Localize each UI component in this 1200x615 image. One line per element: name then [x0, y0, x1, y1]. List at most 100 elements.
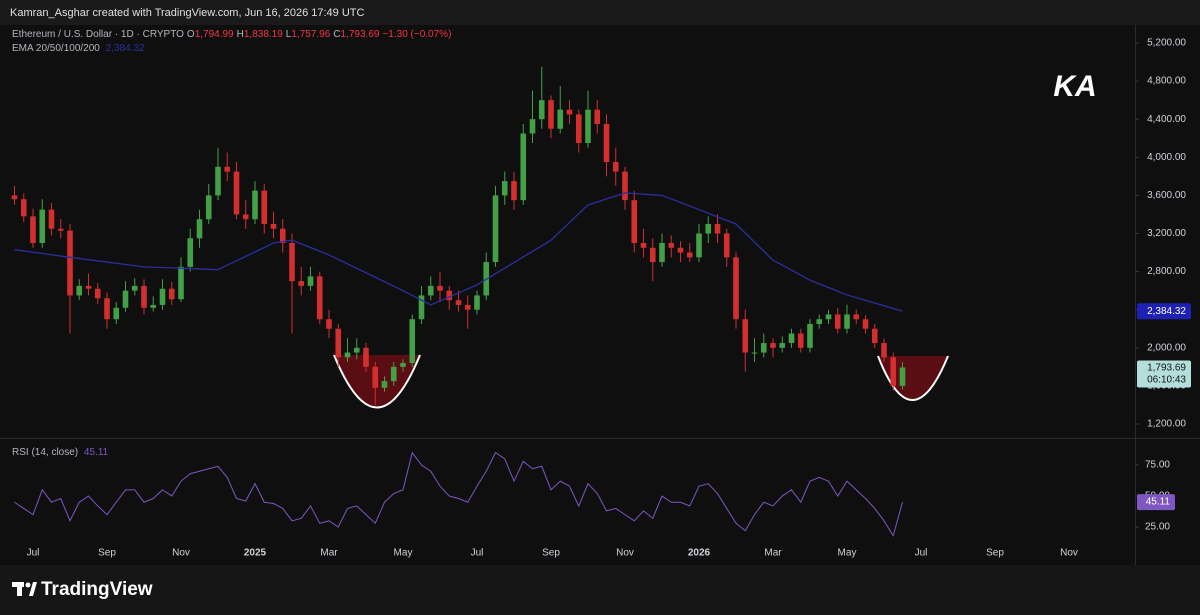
ema-name: EMA 20/50/100/200	[12, 43, 100, 54]
candle-body	[668, 243, 675, 248]
ema-price-label-bg	[1137, 303, 1191, 320]
candle-body	[686, 252, 693, 258]
ohlc-value: 1,838.19	[243, 29, 283, 40]
ema-legend: EMA 20/50/100/200 2,384.32	[12, 43, 148, 54]
candle-body	[520, 133, 527, 201]
candle-body	[335, 328, 342, 358]
x-tick-label: Mar	[320, 548, 338, 559]
y-tick-label: 3,200.00	[1147, 228, 1186, 239]
candle-body	[631, 200, 638, 244]
rsi-label: 45.11	[1146, 497, 1171, 508]
candle-body	[807, 323, 813, 348]
candle-body	[760, 343, 767, 353]
candle-body	[159, 288, 166, 305]
y-tick-label: 1,200.00	[1147, 419, 1186, 430]
y-tick-label: 4,800.00	[1147, 76, 1186, 87]
candle-body	[48, 209, 55, 229]
watermark: KA	[1053, 70, 1096, 103]
candle-body	[594, 109, 601, 124]
candle-body	[224, 166, 231, 172]
legend: Ethereum / U.S. Dollar · 1D · CRYPTO O1,7…	[12, 29, 454, 40]
candle-body	[427, 285, 434, 296]
ohlc-key: H	[236, 29, 244, 40]
y-tick-label: 4,000.00	[1147, 152, 1186, 163]
countdown: 06:10:43	[1147, 375, 1186, 386]
x-tick-label: Nov	[616, 548, 634, 559]
candle-body	[501, 181, 508, 196]
candle-body	[20, 199, 27, 217]
footer-brand: TradingView	[41, 579, 153, 600]
ohlc-key: L	[285, 29, 292, 40]
candle-body	[585, 109, 591, 144]
candle-body	[742, 319, 749, 353]
logo-shape	[17, 582, 22, 596]
rsi-tick-label: 25.00	[1145, 522, 1170, 533]
candle-body	[649, 247, 656, 263]
candle-body	[344, 352, 351, 358]
candle-body	[853, 314, 860, 320]
candle-body	[659, 243, 665, 263]
y-tick-label: 5,200.00	[1147, 38, 1186, 49]
candle-body	[733, 257, 739, 320]
candle-body	[150, 304, 157, 308]
candle-body	[566, 109, 573, 115]
candle-body	[538, 100, 545, 120]
candle-body	[242, 214, 249, 220]
candle-body	[168, 288, 175, 300]
ema-price-label: 2,384.32	[1147, 306, 1186, 317]
candle-body	[474, 295, 480, 310]
candle-body	[899, 367, 906, 386]
candle-body	[57, 228, 64, 231]
candle-body	[622, 171, 628, 201]
ohlc-key: O	[186, 29, 195, 40]
y-tick-label: 2,000.00	[1147, 342, 1186, 353]
candle-body	[548, 100, 554, 129]
candle-body	[178, 266, 184, 300]
x-tick-label: Sep	[98, 548, 116, 559]
ohlc-value: 1,794.99	[194, 29, 234, 40]
candle-body	[390, 366, 397, 382]
candle-body	[529, 119, 536, 134]
candle-body	[705, 223, 712, 234]
candle-body	[104, 298, 110, 320]
y-tick-label: 4,400.00	[1147, 114, 1186, 125]
candle-body	[816, 319, 823, 324]
candle-body	[261, 190, 268, 224]
candle-body	[751, 352, 758, 354]
candle-body	[270, 223, 277, 229]
candle-body	[437, 285, 443, 291]
candle-body	[316, 276, 323, 320]
symbol: Ethereum / U.S. Dollar · 1D · CRYPTO	[12, 29, 184, 40]
candle-body	[603, 123, 610, 163]
candle-body	[788, 333, 795, 344]
candle-body	[85, 285, 92, 289]
candle-body	[215, 166, 221, 196]
header-bar	[0, 0, 1200, 25]
x-tick-label: Nov	[1060, 548, 1078, 559]
candle-body	[353, 347, 360, 353]
candle-body	[67, 230, 73, 296]
candle-body	[131, 285, 138, 291]
candle-body	[400, 363, 406, 367]
candle-body	[797, 333, 804, 348]
ohlc-key: C	[333, 29, 341, 40]
candle-body	[39, 209, 46, 244]
candle-body	[381, 381, 388, 388]
logo-shape	[25, 582, 31, 588]
candle-body	[289, 243, 295, 282]
candle-body	[76, 285, 83, 296]
candle-body	[575, 114, 582, 144]
candle-body	[612, 162, 619, 172]
candle-body	[511, 181, 517, 201]
x-tick-label: Mar	[764, 548, 782, 559]
candle-body	[418, 295, 425, 320]
last-price-bg	[1137, 360, 1191, 388]
candle-body	[279, 228, 286, 244]
candle-body	[825, 314, 832, 320]
candle-body	[723, 233, 730, 258]
y-tick-label: 2,800.00	[1147, 266, 1186, 277]
candle-body	[492, 195, 499, 263]
candle-body	[862, 319, 869, 329]
